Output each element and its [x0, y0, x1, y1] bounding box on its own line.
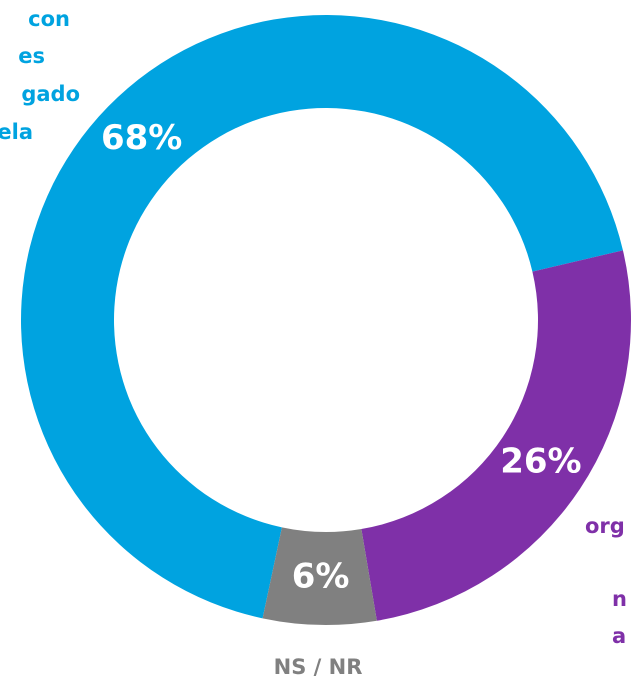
category-label: con [28, 7, 70, 31]
category-label: n [612, 587, 627, 611]
category-label: es [18, 44, 45, 68]
value-label: 26% [500, 441, 581, 481]
value-label: 6% [292, 556, 350, 596]
donut-segment [262, 527, 377, 625]
category-label: NS / NR [274, 655, 363, 679]
category-label: gado [21, 82, 80, 106]
category-label: org [585, 514, 625, 538]
donut-segment [21, 15, 623, 619]
category-label: a [612, 624, 626, 648]
category-label: ela [0, 120, 33, 144]
donut-segment [361, 250, 632, 621]
value-label: 68% [101, 118, 182, 158]
